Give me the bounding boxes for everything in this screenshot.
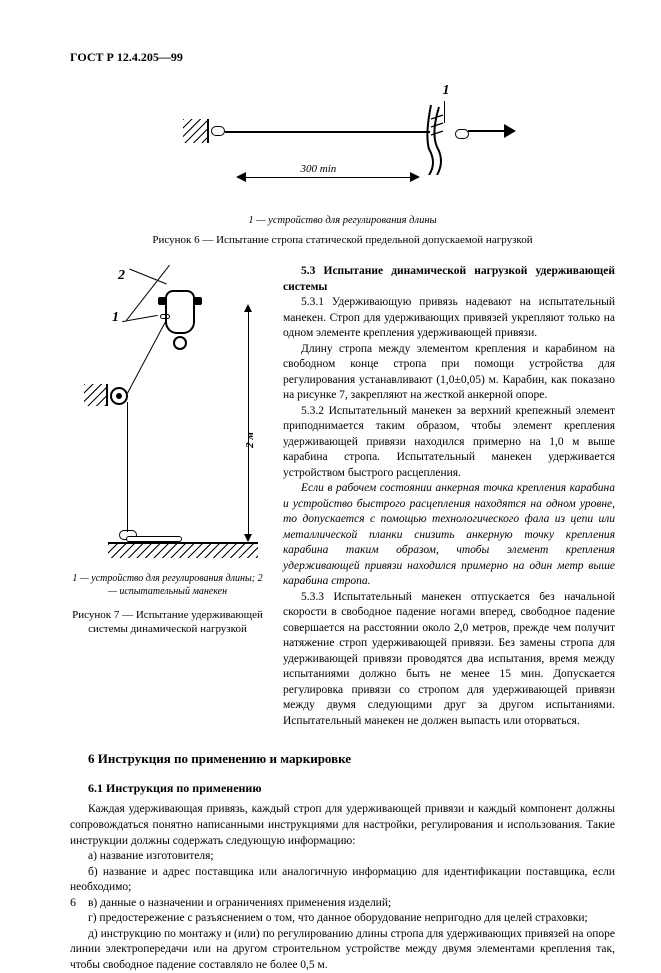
figure-6-label-1: 1 (443, 83, 450, 99)
section-6: 6 Инструкция по применению и маркировке … (70, 751, 615, 973)
heading-5-3: 5.3 Испытание динамической нагрузкой уде… (283, 264, 615, 295)
heading-6-1: 6.1 Инструкция по применению (88, 781, 615, 796)
right-column: 5.3 Испытание динамической нагрузкой уде… (283, 264, 615, 729)
item-g: г) предостережение с разъяснением о том,… (70, 911, 615, 927)
left-column: 2 1 2 м 1 (70, 264, 265, 729)
item-v: в) данные о назначении и ограничениях пр… (70, 896, 615, 912)
rope-end-left-icon (211, 126, 225, 136)
wall-hatch-icon (183, 119, 209, 143)
dim-arrow-down-icon (244, 534, 252, 542)
dim-vertical-line-icon (248, 306, 249, 536)
rope-diag2-icon (127, 321, 166, 394)
figure-6: 1 300 min (173, 77, 513, 207)
figure-6-note: 1 — устройство для регулирования длины (70, 215, 615, 226)
heading-6: 6 Инструкция по применению и маркировке (88, 751, 615, 767)
figure-7: 2 1 2 м (70, 264, 265, 564)
figure-7-dim-text: 2 м (244, 432, 256, 448)
para-5-3-note: Если в рабочем состоянии анкерная точка … (283, 481, 615, 590)
figure-7-label-2: 2 (118, 268, 125, 284)
item-b: б) название и адрес поставщика или анало… (70, 865, 615, 896)
wall-hatch-icon (84, 384, 108, 406)
rope-diag-icon (126, 265, 170, 321)
rope-vertical-icon (127, 402, 128, 532)
item-a: а) название изготовителя; (70, 849, 615, 865)
rope-line-icon (225, 131, 430, 133)
floor-hatch-icon (108, 542, 258, 558)
karabin-icon (160, 314, 170, 319)
dim-arrow-left-icon (236, 172, 246, 182)
para-6-1: Каждая удерживающая привязь, каждый стро… (70, 802, 615, 849)
figure-6-container: 1 300 min (70, 77, 615, 207)
item-d: д) инструкцию по монтажу и (или) по регу… (70, 927, 615, 973)
doc-header: ГОСТ Р 12.4.205—99 (70, 50, 615, 65)
dim-arrow-up-icon (244, 304, 252, 312)
dim-text: 300 min (301, 163, 337, 175)
para-5-3-1: 5.3.1 Удерживающую привязь надевают на и… (283, 295, 615, 342)
figure-7-label-1: 1 (112, 310, 119, 326)
page-number: 6 (70, 895, 76, 910)
figure-7-note: 1 — устройство для регулирования длины; … (70, 572, 265, 598)
lanyard-icon (425, 105, 477, 175)
manikin-body-icon (165, 290, 195, 334)
para-5-3-1b: Длину стропа между элементом крепления и… (283, 342, 615, 404)
leader-line-icon (444, 101, 445, 123)
pulley-center-icon (116, 393, 122, 399)
dim-arrow-right-icon (410, 172, 420, 182)
page: ГОСТ Р 12.4.205—99 1 300 min 1 — устройс… (0, 0, 661, 936)
two-column-area: 2 1 2 м 1 (70, 264, 615, 729)
figure-7-caption: Рисунок 7 — Испытание удерживающей систе… (70, 608, 265, 637)
figure-6-caption: Рисунок 6 — Испытание стропа статической… (70, 234, 615, 246)
force-arrow-icon (468, 130, 506, 132)
force-arrow-head-icon (504, 124, 516, 138)
dim-line-icon (243, 177, 413, 178)
para-5-3-2: 5.3.2 Испытательный манекен за верхний к… (283, 404, 615, 482)
manikin-head-icon (173, 336, 187, 350)
para-5-3-3: 5.3.3 Испытательный манекен отпускается … (283, 590, 615, 730)
